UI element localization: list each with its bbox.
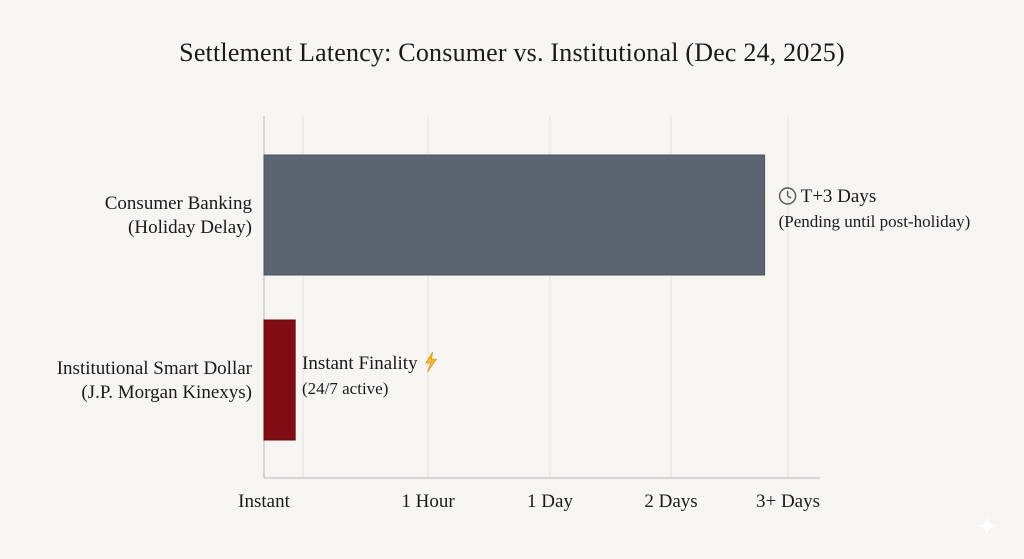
category-sublabel: (Holiday Delay) (128, 217, 252, 238)
clock-icon (778, 187, 797, 205)
annotation-main: Instant Finality (302, 353, 418, 374)
lightning-icon (425, 351, 438, 373)
bar-institutional-smart-dollar (263, 319, 296, 441)
x-tick-label: Instant (238, 491, 290, 512)
category-sublabel: (J.P. Morgan Kinexys) (81, 382, 252, 403)
annotation-sub: (24/7 active) (302, 379, 388, 398)
x-tick-label: 2 Days (644, 491, 697, 512)
sparkle-watermark-icon (977, 516, 997, 536)
annotation-sub: (Pending until post-holiday) (779, 212, 971, 231)
bar-consumer-banking (263, 154, 766, 276)
x-tick-label: 1 Day (527, 491, 573, 512)
chart-title: Settlement Latency: Consumer vs. Institu… (179, 38, 845, 67)
x-tick-label: 1 Hour (401, 491, 455, 512)
category-label: Institutional Smart Dollar (57, 358, 253, 379)
x-tick-label: 3+ Days (756, 491, 820, 512)
annotation-main: T+3 Days (801, 186, 877, 207)
category-label: Consumer Banking (105, 193, 253, 214)
